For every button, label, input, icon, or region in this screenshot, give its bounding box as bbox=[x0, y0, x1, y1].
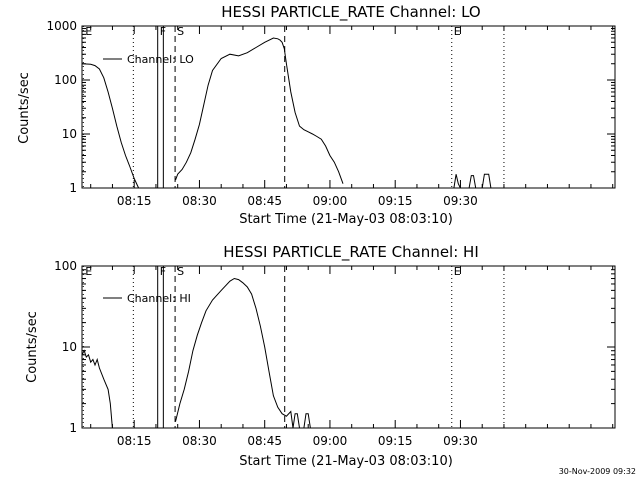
axis-ticks: 08:15 08:30 08:45 09:00 09:15 09:30 1 10 100 bbox=[54, 259, 615, 448]
axis-ticks: 08:15 08:30 08:45 09:00 09:15 09:30 1 10 100 1000 bbox=[46, 19, 615, 208]
series-line bbox=[303, 413, 311, 429]
plot-frame bbox=[81, 25, 616, 189]
x-tick-label: 08:45 bbox=[247, 194, 282, 208]
x-axis-label: Start Time (21-May-03 08:03:10) bbox=[239, 212, 453, 227]
lo-channel-panel: HESSI PARTICLE_RATE Channel: LO 08:15 08:… bbox=[17, 3, 616, 227]
y-tick-label: 1000 bbox=[46, 19, 77, 33]
series-line bbox=[175, 37, 344, 184]
x-tick-label: 08:15 bbox=[117, 194, 152, 208]
y-tick-label: 100 bbox=[54, 73, 77, 87]
event-marker-label: E bbox=[85, 265, 92, 278]
series-line bbox=[175, 277, 294, 429]
x-axis-label: Start Time (21-May-03 08:03:10) bbox=[239, 454, 453, 469]
event-marker-label: E bbox=[454, 25, 461, 38]
event-marker-label: E bbox=[454, 265, 461, 278]
series-line bbox=[81, 63, 140, 189]
series-line bbox=[481, 173, 492, 189]
legend-label: Channel: HI bbox=[127, 292, 191, 305]
series-line bbox=[292, 413, 300, 429]
event-marker-label: S bbox=[177, 25, 184, 38]
y-axis-label: Counts/sec bbox=[25, 311, 40, 383]
y-tick-label: 1 bbox=[69, 181, 77, 195]
event-marker-label: S bbox=[177, 265, 184, 278]
x-tick-label: 08:15 bbox=[117, 434, 152, 448]
x-tick-label: 09:15 bbox=[378, 194, 413, 208]
x-tick-label: 09:00 bbox=[313, 434, 348, 448]
series-line bbox=[81, 349, 113, 429]
event-markers: EFSE bbox=[82, 25, 505, 188]
series-lines bbox=[81, 277, 311, 429]
y-tick-label: 10 bbox=[62, 127, 77, 141]
chart-title: HESSI PARTICLE_RATE Channel: HI bbox=[223, 243, 479, 262]
x-tick-label: 08:30 bbox=[182, 194, 217, 208]
x-tick-label: 09:30 bbox=[443, 434, 478, 448]
y-axis-label: Counts/sec bbox=[17, 72, 32, 144]
generation-timestamp: 30-Nov-2009 09:32 bbox=[559, 467, 636, 476]
x-tick-label: 09:30 bbox=[443, 194, 478, 208]
event-markers: EFSE bbox=[82, 265, 505, 428]
series-line bbox=[453, 174, 461, 189]
y-tick-label: 100 bbox=[54, 259, 77, 273]
series-line bbox=[468, 175, 477, 189]
series-lines bbox=[81, 37, 492, 189]
x-tick-label: 08:30 bbox=[182, 434, 217, 448]
legend-label: Channel: LO bbox=[127, 53, 194, 66]
hi-channel-panel: HESSI PARTICLE_RATE Channel: HI 08:15 08:… bbox=[25, 243, 616, 469]
event-marker-label: E bbox=[85, 25, 92, 38]
x-tick-label: 08:45 bbox=[247, 434, 282, 448]
chart-title: HESSI PARTICLE_RATE Channel: LO bbox=[221, 3, 480, 22]
y-tick-label: 10 bbox=[62, 340, 77, 354]
x-tick-label: 09:15 bbox=[378, 434, 413, 448]
x-tick-label: 09:00 bbox=[313, 194, 348, 208]
y-tick-label: 1 bbox=[69, 421, 77, 435]
